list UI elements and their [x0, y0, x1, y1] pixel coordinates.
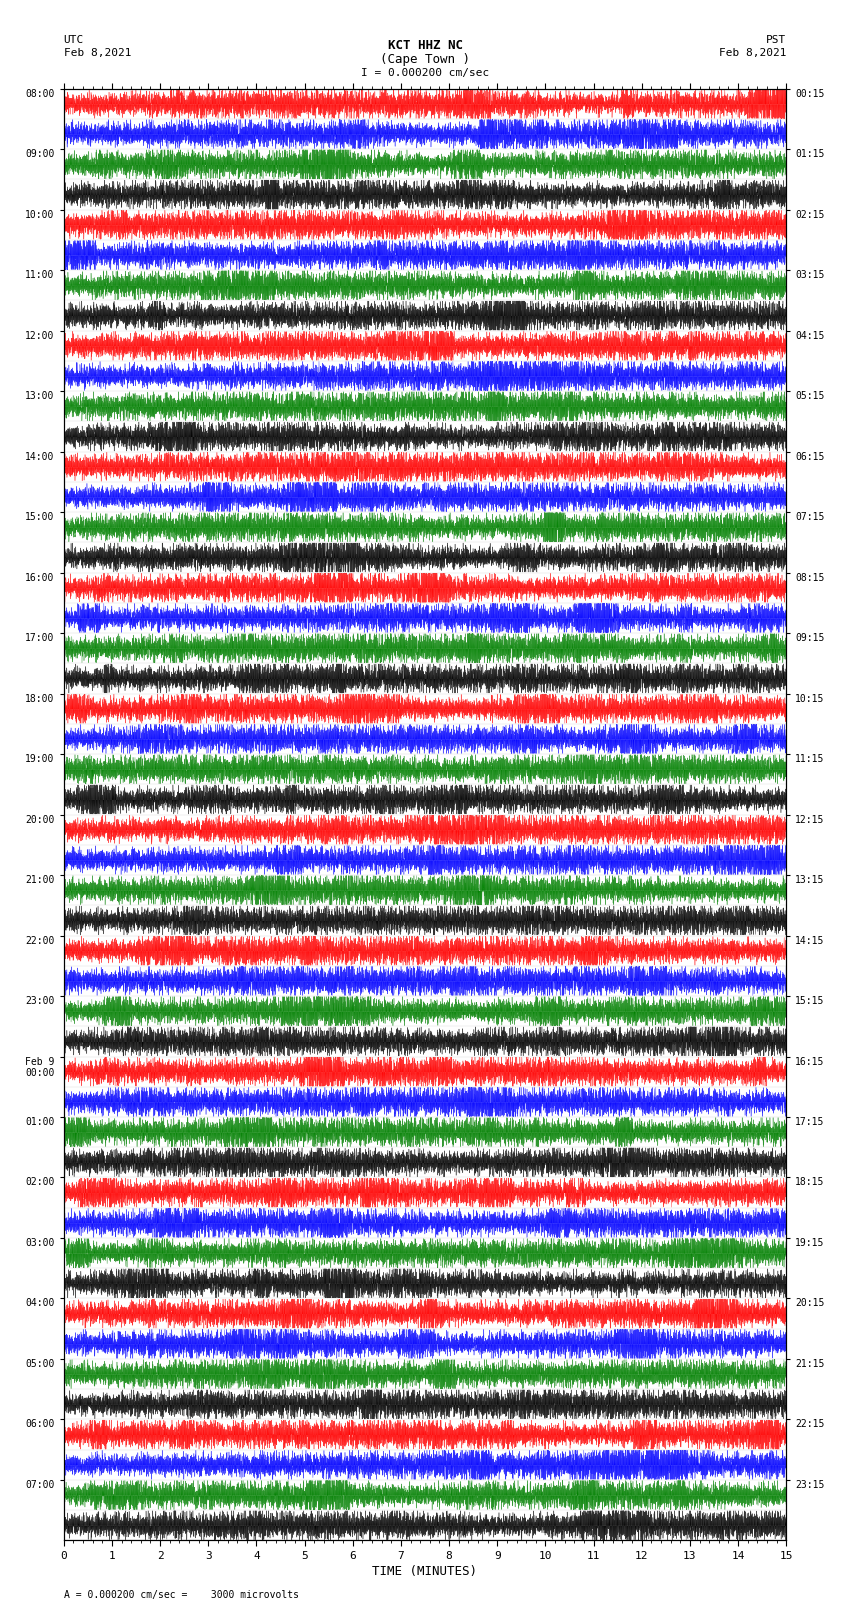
Text: KCT HHZ NC: KCT HHZ NC	[388, 39, 462, 52]
Text: (Cape Town ): (Cape Town )	[380, 53, 470, 66]
Text: Feb 8,2021: Feb 8,2021	[719, 48, 786, 58]
Text: A = 0.000200 cm/sec =    3000 microvolts: A = 0.000200 cm/sec = 3000 microvolts	[64, 1590, 298, 1600]
Text: Feb 8,2021: Feb 8,2021	[64, 48, 131, 58]
Text: I = 0.000200 cm/sec: I = 0.000200 cm/sec	[361, 68, 489, 77]
Text: UTC: UTC	[64, 35, 84, 45]
X-axis label: TIME (MINUTES): TIME (MINUTES)	[372, 1565, 478, 1578]
Text: PST: PST	[766, 35, 786, 45]
